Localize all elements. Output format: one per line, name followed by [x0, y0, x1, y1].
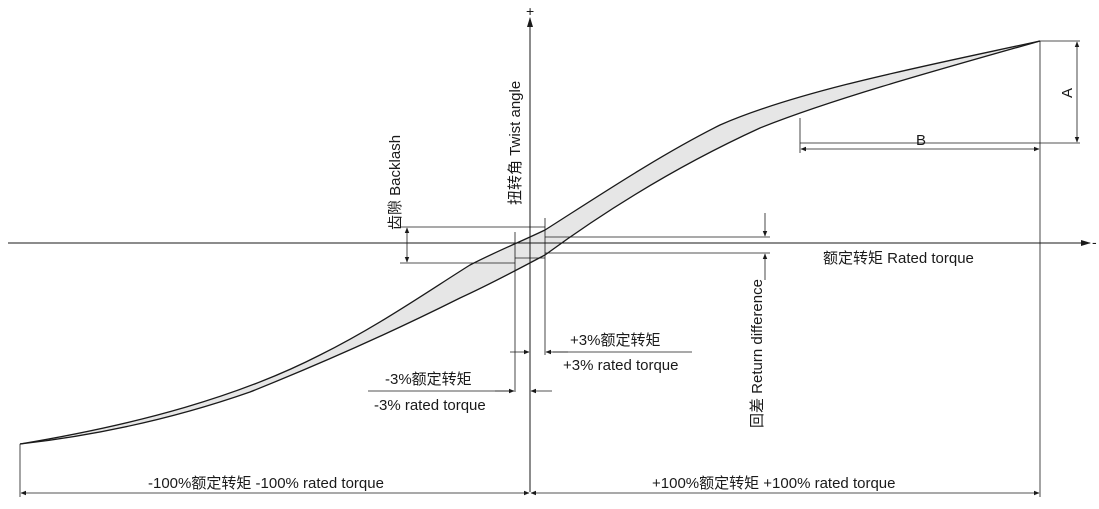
- x-axis-end-mark: -: [1092, 234, 1097, 250]
- pos3-cn-label: +3%额定转矩: [570, 332, 660, 349]
- dim-b-label: B: [916, 132, 926, 149]
- pos3-en-label: +3% rated torque: [563, 357, 679, 374]
- backlash-label: 齿隙 Backlash: [387, 135, 404, 230]
- lower-curve: [19, 40, 1041, 445]
- y-axis-plus: +: [526, 3, 534, 19]
- dim-a-label: A: [1059, 88, 1076, 98]
- pos100-label: +100%额定转矩 +100% rated torque: [652, 475, 895, 492]
- neg100-label: -100%额定转矩 -100% rated torque: [148, 475, 384, 492]
- neg3-en-label: -3% rated torque: [374, 397, 486, 414]
- x-axis-label: 额定转矩 Rated torque: [823, 250, 974, 267]
- y-axis-label: 扭转角 Twist angle: [507, 81, 524, 205]
- return-difference-label: 回差 Return difference: [749, 279, 766, 428]
- neg3-cn-label: -3%额定转矩: [385, 371, 472, 388]
